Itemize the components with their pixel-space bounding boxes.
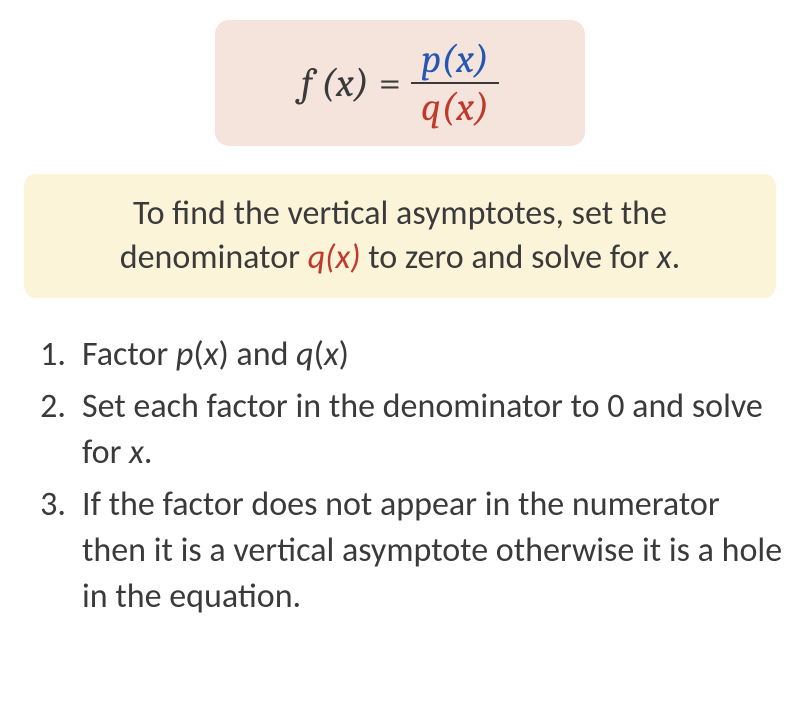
rational-function-equation: f (x) = p(x) q(x) [235, 38, 565, 128]
equation-fraction: p(x) q(x) [411, 38, 499, 128]
step-item-3: If the factor does not appear in the num… [10, 482, 790, 620]
step-text: x [204, 334, 219, 375]
callout-x-var: x [657, 237, 672, 278]
equation-lhs: f (x) [301, 60, 369, 106]
callout-qx-parenx: (x) [325, 237, 360, 278]
equation-denominator: q(x) [411, 82, 499, 128]
steps-list: Factor p(x) and q(x)Set each factor in t… [10, 332, 790, 619]
step-text: If the factor does not appear in the num… [82, 484, 782, 617]
step-text: x [324, 334, 339, 375]
step-text: ( [314, 334, 324, 375]
callout-period: . [672, 237, 681, 278]
callout-text-post: to zero and solve for [361, 237, 657, 278]
step-item-2: Set each factor in the denominator to 0 … [10, 384, 790, 476]
step-text: ) [339, 334, 349, 375]
step-text: ( [193, 334, 203, 375]
callout-qx-q: q [308, 237, 325, 278]
equation-equals: = [379, 60, 401, 106]
instruction-callout: To find the vertical asymptotes, set the… [24, 174, 776, 298]
step-text: Set each factor in the denominator to 0 … [82, 386, 763, 473]
step-text: ) and [218, 334, 296, 375]
step-text: x [129, 432, 144, 473]
callout-qx-x: x [335, 237, 350, 278]
equation-box: f (x) = p(x) q(x) [215, 20, 585, 146]
step-text: . [144, 432, 153, 473]
step-text: q [296, 334, 313, 375]
step-text: p [176, 334, 193, 375]
equation-numerator: p(x) [411, 38, 499, 82]
step-item-1: Factor p(x) and q(x) [10, 332, 790, 378]
step-text: Factor [82, 334, 176, 375]
